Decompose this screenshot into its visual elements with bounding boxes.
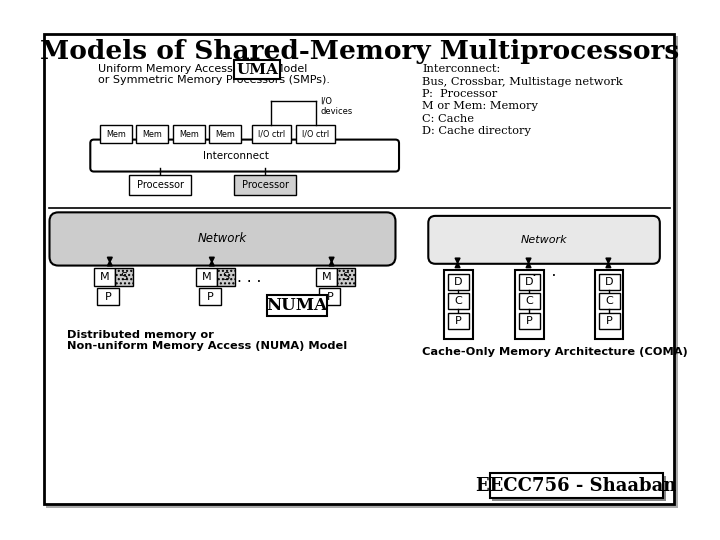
FancyBboxPatch shape bbox=[173, 125, 204, 143]
Text: M: M bbox=[99, 272, 109, 282]
FancyBboxPatch shape bbox=[598, 274, 620, 289]
Text: . . .: . . . bbox=[532, 264, 557, 279]
FancyBboxPatch shape bbox=[46, 36, 678, 508]
FancyBboxPatch shape bbox=[252, 125, 291, 143]
FancyBboxPatch shape bbox=[519, 274, 540, 289]
FancyBboxPatch shape bbox=[130, 175, 192, 194]
Text: . . .: . . . bbox=[237, 269, 261, 285]
FancyBboxPatch shape bbox=[50, 212, 395, 266]
Text: EECC756 - Shaaban: EECC756 - Shaaban bbox=[476, 477, 677, 495]
Text: I/O
devices: I/O devices bbox=[320, 96, 352, 116]
Text: Models of Shared-Memory Multiprocessors: Models of Shared-Memory Multiprocessors bbox=[40, 39, 680, 64]
Text: or Symmetric Memory Processors (SMPs).: or Symmetric Memory Processors (SMPs). bbox=[99, 75, 330, 85]
FancyBboxPatch shape bbox=[90, 140, 399, 172]
Text: Cache-Only Memory Architecture (COMA): Cache-Only Memory Architecture (COMA) bbox=[422, 347, 688, 357]
Text: M: M bbox=[202, 272, 212, 282]
FancyBboxPatch shape bbox=[598, 293, 620, 309]
Text: NUMA: NUMA bbox=[266, 297, 328, 314]
Text: S: S bbox=[222, 272, 230, 282]
Text: C: C bbox=[526, 296, 534, 306]
FancyBboxPatch shape bbox=[319, 288, 341, 306]
Text: Mem: Mem bbox=[215, 130, 235, 139]
FancyBboxPatch shape bbox=[492, 476, 666, 501]
Text: M or Mem: Memory: M or Mem: Memory bbox=[422, 102, 538, 111]
FancyBboxPatch shape bbox=[428, 216, 660, 264]
Text: S: S bbox=[120, 272, 127, 282]
Text: UMA: UMA bbox=[236, 63, 278, 77]
FancyBboxPatch shape bbox=[44, 34, 674, 504]
Text: Network: Network bbox=[198, 232, 247, 246]
Text: Mem: Mem bbox=[106, 130, 126, 139]
Text: Processor: Processor bbox=[242, 180, 289, 190]
Text: C: Cache: C: Cache bbox=[422, 114, 474, 124]
FancyBboxPatch shape bbox=[210, 125, 241, 143]
FancyBboxPatch shape bbox=[196, 268, 217, 286]
FancyBboxPatch shape bbox=[234, 60, 280, 79]
FancyBboxPatch shape bbox=[448, 313, 469, 328]
FancyBboxPatch shape bbox=[136, 125, 168, 143]
FancyBboxPatch shape bbox=[296, 125, 335, 143]
Text: Interconnect:: Interconnect: bbox=[422, 64, 500, 74]
FancyBboxPatch shape bbox=[94, 268, 115, 286]
FancyBboxPatch shape bbox=[516, 270, 544, 339]
Text: C: C bbox=[606, 296, 613, 306]
FancyBboxPatch shape bbox=[448, 274, 469, 289]
Text: Distributed memory or: Distributed memory or bbox=[67, 330, 214, 340]
FancyBboxPatch shape bbox=[100, 125, 132, 143]
FancyBboxPatch shape bbox=[315, 268, 337, 286]
Text: M: M bbox=[321, 272, 331, 282]
Text: P: P bbox=[104, 292, 112, 302]
FancyBboxPatch shape bbox=[490, 473, 663, 498]
FancyBboxPatch shape bbox=[234, 175, 296, 194]
FancyBboxPatch shape bbox=[97, 288, 119, 306]
Text: P:  Processor: P: Processor bbox=[422, 89, 498, 99]
Text: Interconnect: Interconnect bbox=[203, 151, 269, 160]
Text: D: D bbox=[605, 276, 613, 287]
Text: Uniform Memory Access (UMA) Model: Uniform Memory Access (UMA) Model bbox=[99, 64, 307, 74]
FancyBboxPatch shape bbox=[448, 293, 469, 309]
Text: P: P bbox=[455, 315, 462, 326]
Text: P: P bbox=[207, 292, 213, 302]
Text: S: S bbox=[342, 272, 349, 282]
Text: D: D bbox=[525, 276, 534, 287]
FancyBboxPatch shape bbox=[519, 293, 540, 309]
FancyBboxPatch shape bbox=[519, 313, 540, 328]
Text: Network: Network bbox=[521, 235, 567, 245]
FancyBboxPatch shape bbox=[598, 313, 620, 328]
Text: I/O ctrl: I/O ctrl bbox=[258, 130, 285, 139]
Text: Processor: Processor bbox=[137, 180, 184, 190]
Text: Mem: Mem bbox=[179, 130, 199, 139]
FancyBboxPatch shape bbox=[595, 270, 624, 339]
Text: C: C bbox=[454, 296, 462, 306]
Text: D: D bbox=[454, 276, 463, 287]
Text: P: P bbox=[526, 315, 533, 326]
Text: I/O ctrl: I/O ctrl bbox=[302, 130, 329, 139]
FancyBboxPatch shape bbox=[217, 268, 235, 286]
Text: Bus, Crossbar, Multistage network: Bus, Crossbar, Multistage network bbox=[422, 77, 623, 86]
FancyBboxPatch shape bbox=[444, 270, 472, 339]
FancyBboxPatch shape bbox=[267, 295, 327, 316]
Text: D: Cache directory: D: Cache directory bbox=[422, 126, 531, 136]
Text: P: P bbox=[606, 315, 613, 326]
Text: Non-uniform Memory Access (NUMA) Model: Non-uniform Memory Access (NUMA) Model bbox=[67, 341, 348, 351]
Text: Mem: Mem bbox=[143, 130, 162, 139]
FancyBboxPatch shape bbox=[115, 268, 133, 286]
Text: P: P bbox=[326, 292, 333, 302]
FancyBboxPatch shape bbox=[337, 268, 355, 286]
FancyBboxPatch shape bbox=[199, 288, 221, 306]
